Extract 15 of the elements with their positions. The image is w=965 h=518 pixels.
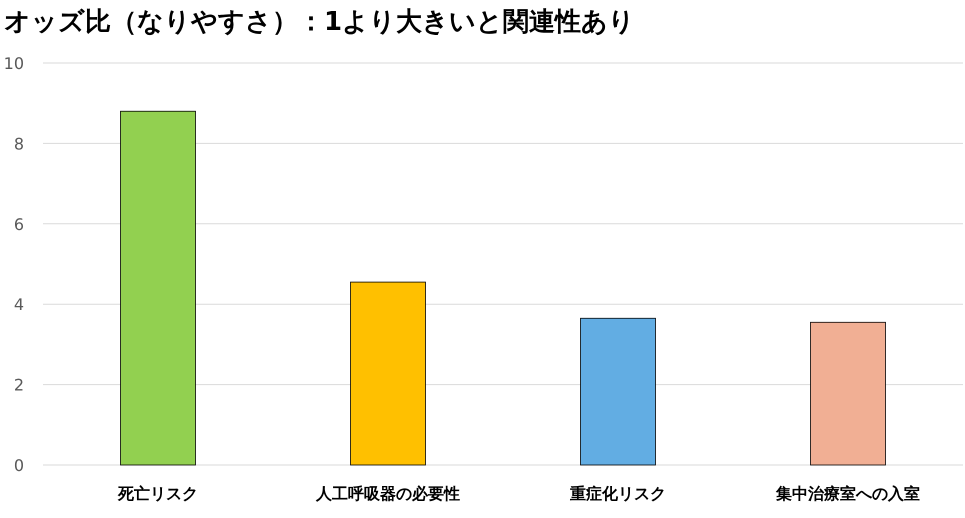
bar [810, 322, 886, 466]
y-tick-label: 2 [14, 376, 24, 395]
y-tick-label: 6 [14, 214, 24, 234]
x-tick-label: 重症化リスク [569, 484, 666, 503]
y-tick-label: 4 [14, 295, 24, 314]
x-tick-label: 人工呼吸器の必要性 [315, 484, 460, 503]
x-tick-label: 死亡リスク [117, 484, 198, 503]
x-tick-label: 集中治療室への入室 [775, 484, 920, 503]
bar [350, 282, 426, 466]
y-tick-label: 8 [14, 134, 24, 154]
bar [580, 318, 656, 466]
bar [120, 110, 196, 466]
y-tick-label: 10 [4, 54, 24, 73]
chart-title: オッズ比（なりやすさ）：1より大きいと関連性あり [4, 7, 636, 37]
y-tick-label: 0 [14, 456, 24, 475]
